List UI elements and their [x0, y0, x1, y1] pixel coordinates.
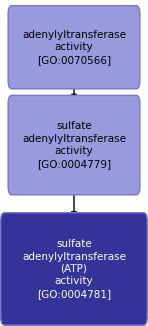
FancyBboxPatch shape	[8, 6, 140, 89]
Text: sulfate
adenylyltransferase
(ATP)
activity
[GO:0004781]: sulfate adenylyltransferase (ATP) activi…	[22, 239, 126, 299]
Text: adenylyltransferase
activity
[GO:0070566]: adenylyltransferase activity [GO:0070566…	[22, 30, 126, 65]
FancyBboxPatch shape	[8, 95, 140, 195]
Text: sulfate
adenylyltransferase
activity
[GO:0004779]: sulfate adenylyltransferase activity [GO…	[22, 122, 126, 169]
FancyBboxPatch shape	[1, 213, 147, 325]
